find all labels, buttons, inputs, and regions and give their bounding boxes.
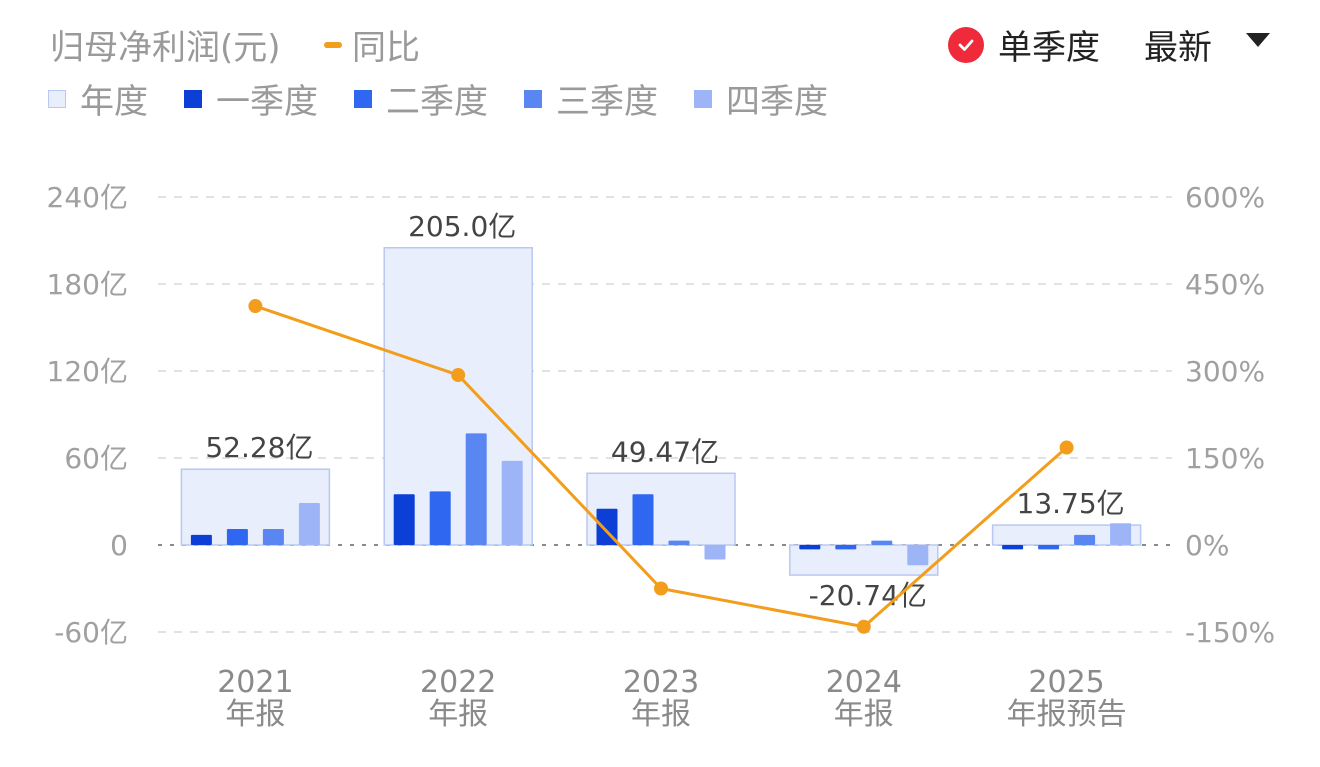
category-type-label: 年报 <box>428 697 488 732</box>
chart-title: 归母净利润(元) <box>50 28 281 68</box>
quarter-bar <box>393 494 415 545</box>
single-quarter-label: 单季度 <box>998 28 1100 68</box>
quarter-bar <box>1038 545 1060 550</box>
yoy-point <box>856 619 871 634</box>
quarter-bar <box>799 545 821 550</box>
legend-label: 四季度 <box>726 82 828 122</box>
left-axis-tick: 60亿 <box>64 442 128 475</box>
right-axis-tick: 600% <box>1185 181 1265 214</box>
yoy-point <box>248 299 263 314</box>
annual-value-label: -20.74亿 <box>809 579 927 612</box>
quarter-bar <box>465 433 487 545</box>
quarter-bar <box>704 545 726 560</box>
yoy-point <box>451 368 466 383</box>
annual-value-label: 52.28亿 <box>205 431 313 464</box>
left-axis-tick: 180亿 <box>47 268 128 301</box>
checkmark-icon <box>948 26 984 63</box>
legend-label: 三季度 <box>556 82 658 122</box>
category-type-label: 年报 <box>225 697 285 732</box>
category-type-label: 年报预告 <box>1007 697 1127 732</box>
quarter-bar <box>226 529 248 545</box>
right-axis-tick: 300% <box>1185 355 1265 388</box>
legend-item-q1[interactable]: 一季度 <box>184 74 318 123</box>
quarter-bar <box>1074 534 1096 545</box>
latest-dropdown[interactable]: 最新 <box>1144 20 1270 69</box>
yoy-legend: 同比 <box>324 20 420 69</box>
quarter-bar <box>835 545 857 550</box>
right-axis-tick: 0% <box>1185 529 1229 562</box>
legend-label: 二季度 <box>386 82 488 122</box>
quarter-bar <box>632 494 654 545</box>
annual-value-label: 205.0亿 <box>408 210 516 243</box>
yoy-legend-label: 同比 <box>352 28 420 68</box>
legend-item-q3[interactable]: 三季度 <box>524 74 658 123</box>
left-axis-tick: 0 <box>110 529 128 562</box>
category-year-label: 2023 <box>623 665 699 700</box>
quarter-bar <box>1110 523 1132 545</box>
category-year-label: 2024 <box>826 665 902 700</box>
legend-swatch-q2 <box>354 89 372 108</box>
legend-item-q2[interactable]: 二季度 <box>354 74 488 123</box>
annual-value-label: 49.47亿 <box>611 435 719 468</box>
category-year-label: 2025 <box>1028 665 1104 700</box>
left-axis-tick: 120亿 <box>47 355 128 388</box>
quarter-bar <box>262 529 284 545</box>
yoy-point <box>1059 440 1074 455</box>
quarter-bar <box>668 540 690 545</box>
left-axis-tick: -60亿 <box>54 616 128 649</box>
category-year-label: 2021 <box>217 665 293 700</box>
left-axis-tick: 240亿 <box>47 181 128 214</box>
annual-value-label: 13.75亿 <box>1017 487 1125 520</box>
legend-swatch-q3 <box>524 89 542 108</box>
legend-label: 年度 <box>80 82 148 122</box>
series-legend: 年度 一季度 二季度 三季度 四季度 <box>48 74 864 123</box>
annual-bar <box>991 524 1142 546</box>
quarter-bar <box>871 540 893 545</box>
quarter-bar <box>298 502 320 545</box>
line-swatch-icon <box>324 41 342 48</box>
right-axis-tick: 150% <box>1185 442 1265 475</box>
quarter-bar <box>501 460 523 545</box>
category-year-label: 2022 <box>420 665 496 700</box>
right-axis-tick: -150% <box>1185 616 1275 649</box>
single-quarter-toggle[interactable]: 单季度 <box>948 20 1100 69</box>
quarter-bar <box>907 545 929 566</box>
yoy-point <box>654 581 668 596</box>
category-type-label: 年报 <box>834 697 894 732</box>
legend-label: 一季度 <box>216 82 318 122</box>
right-axis-tick: 450% <box>1185 268 1265 301</box>
quarter-bar <box>1002 545 1024 550</box>
legend-swatch-annual <box>48 89 66 108</box>
category-type-label: 年报 <box>631 697 691 732</box>
legend-item-q4[interactable]: 四季度 <box>694 74 828 123</box>
latest-label: 最新 <box>1144 28 1212 68</box>
quarter-bar <box>429 491 451 545</box>
legend-swatch-q4 <box>694 89 712 108</box>
legend-swatch-q1 <box>184 89 202 108</box>
quarter-bar <box>190 534 212 545</box>
legend-item-annual[interactable]: 年度 <box>48 74 148 123</box>
dropdown-triangle-icon <box>1246 32 1270 47</box>
